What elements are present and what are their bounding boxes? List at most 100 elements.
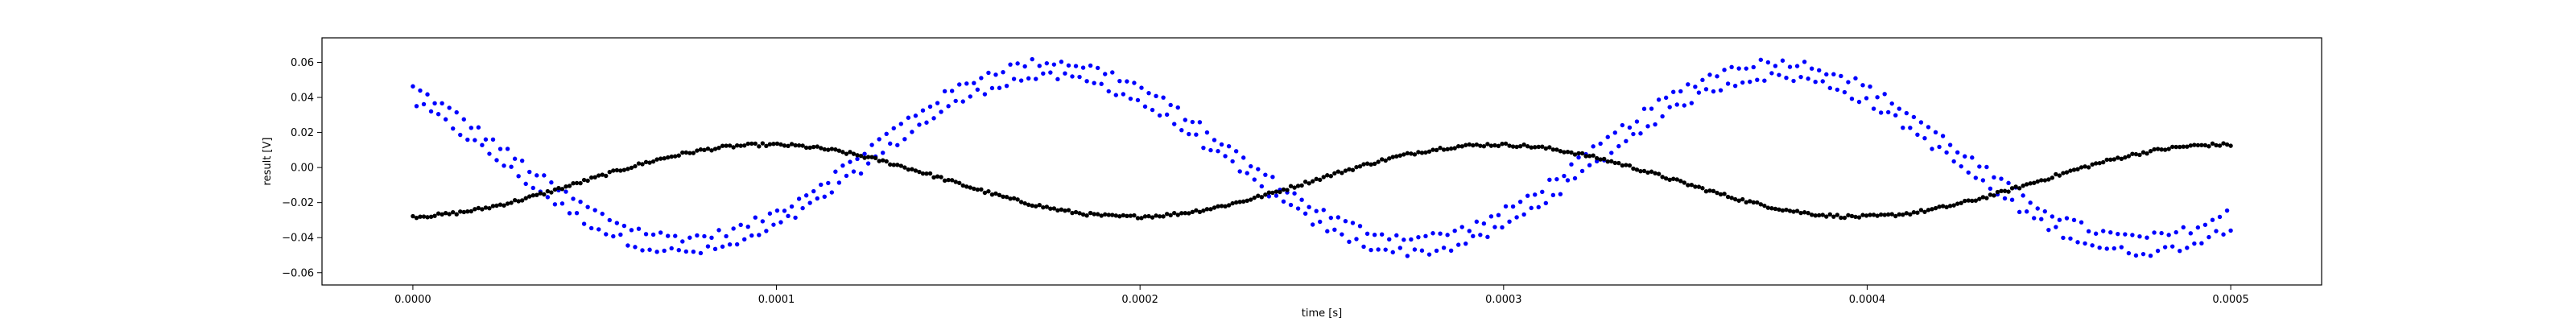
- data-point: [1397, 153, 1403, 158]
- data-point: [1142, 104, 1148, 109]
- data-point: [1168, 102, 1173, 108]
- data-point: [1904, 110, 1909, 116]
- data-point: [796, 142, 802, 148]
- data-point: [1602, 156, 1607, 162]
- data-point: [2090, 243, 2095, 248]
- data-point: [880, 158, 886, 163]
- data-point: [1951, 159, 1956, 164]
- data-point: [1540, 144, 1545, 149]
- data-point: [1725, 194, 1731, 200]
- data-point: [1416, 234, 1421, 240]
- data-point: [1579, 168, 1585, 174]
- data-point: [1299, 197, 1304, 202]
- data-point: [2039, 178, 2044, 183]
- data-point: [811, 188, 816, 194]
- data-point: [1197, 120, 1203, 125]
- data-point: [749, 233, 754, 238]
- data-point: [458, 132, 463, 138]
- data-point: [906, 115, 911, 120]
- data-point: [1889, 212, 1894, 217]
- data-point: [1402, 152, 1406, 157]
- data-point: [538, 191, 543, 196]
- data-point: [2159, 230, 2164, 236]
- data-point: [2054, 225, 2058, 229]
- data-point: [1292, 191, 1297, 196]
- data-point: [1423, 150, 1428, 155]
- data-point: [833, 147, 838, 152]
- data-point: [2028, 181, 2033, 186]
- data-point: [1128, 213, 1133, 218]
- data-point: [469, 208, 474, 214]
- data-point: [836, 148, 842, 153]
- data-point: [939, 109, 943, 114]
- data-point: [1992, 193, 1996, 198]
- data-point: [2174, 144, 2178, 150]
- data-point: [793, 142, 798, 148]
- data-point: [949, 178, 955, 183]
- data-point: [505, 201, 510, 206]
- data-point: [1999, 188, 2004, 193]
- data-point: [618, 232, 623, 237]
- data-point: [2159, 147, 2164, 152]
- data-point: [862, 155, 867, 160]
- data-point: [1430, 231, 1435, 236]
- data-point: [1696, 184, 1702, 189]
- data-point: [949, 89, 955, 93]
- data-point: [1372, 233, 1377, 237]
- data-point: [549, 190, 554, 195]
- data-point: [829, 190, 835, 195]
- data-point: [1718, 192, 1724, 197]
- data-point: [1095, 212, 1100, 217]
- data-point: [1194, 208, 1199, 213]
- data-point: [542, 192, 547, 197]
- data-point: [1125, 79, 1129, 84]
- data-point: [789, 142, 795, 147]
- data-point: [891, 126, 896, 130]
- data-point: [764, 229, 769, 233]
- data-point: [742, 237, 747, 242]
- data-point: [1521, 212, 1526, 217]
- data-point: [822, 147, 827, 152]
- data-point: [1722, 192, 1727, 196]
- data-point: [658, 230, 663, 235]
- data-point: [1667, 105, 1672, 109]
- data-point: [2061, 171, 2066, 175]
- data-point: [2116, 231, 2120, 237]
- data-point: [581, 221, 587, 226]
- data-point: [1383, 158, 1388, 163]
- data-point: [2101, 229, 2106, 233]
- data-point: [1241, 155, 1246, 160]
- data-point: [1364, 231, 1370, 236]
- data-point: [1397, 246, 1403, 250]
- data-point: [1157, 214, 1162, 219]
- data-point: [910, 130, 914, 134]
- data-point: [2079, 220, 2084, 225]
- data-point: [1820, 213, 1825, 217]
- data-point: [986, 188, 991, 194]
- data-point: [1325, 229, 1330, 233]
- data-point: [2162, 147, 2168, 152]
- data-point: [1161, 95, 1166, 100]
- data-point: [1579, 151, 1585, 156]
- data-point: [811, 144, 816, 150]
- data-point: [712, 147, 718, 151]
- data-point: [1634, 119, 1640, 124]
- data-point: [2152, 147, 2157, 152]
- data-point: [1146, 90, 1151, 96]
- data-point: [1187, 131, 1191, 137]
- data-point: [1011, 76, 1017, 81]
- data-point: [1988, 186, 1993, 191]
- data-point: [1562, 150, 1567, 155]
- data-point: [734, 142, 740, 148]
- data-point: [1266, 194, 1272, 199]
- data-point: [1700, 77, 1705, 83]
- data-point: [1368, 247, 1373, 253]
- data-point: [869, 155, 874, 159]
- data-point: [1488, 143, 1494, 148]
- data-point: [1777, 72, 1781, 77]
- data-point: [833, 169, 838, 174]
- data-point: [1966, 170, 1971, 175]
- data-point: [935, 101, 940, 105]
- data-point: [1550, 192, 1556, 198]
- data-point: [1748, 199, 1752, 204]
